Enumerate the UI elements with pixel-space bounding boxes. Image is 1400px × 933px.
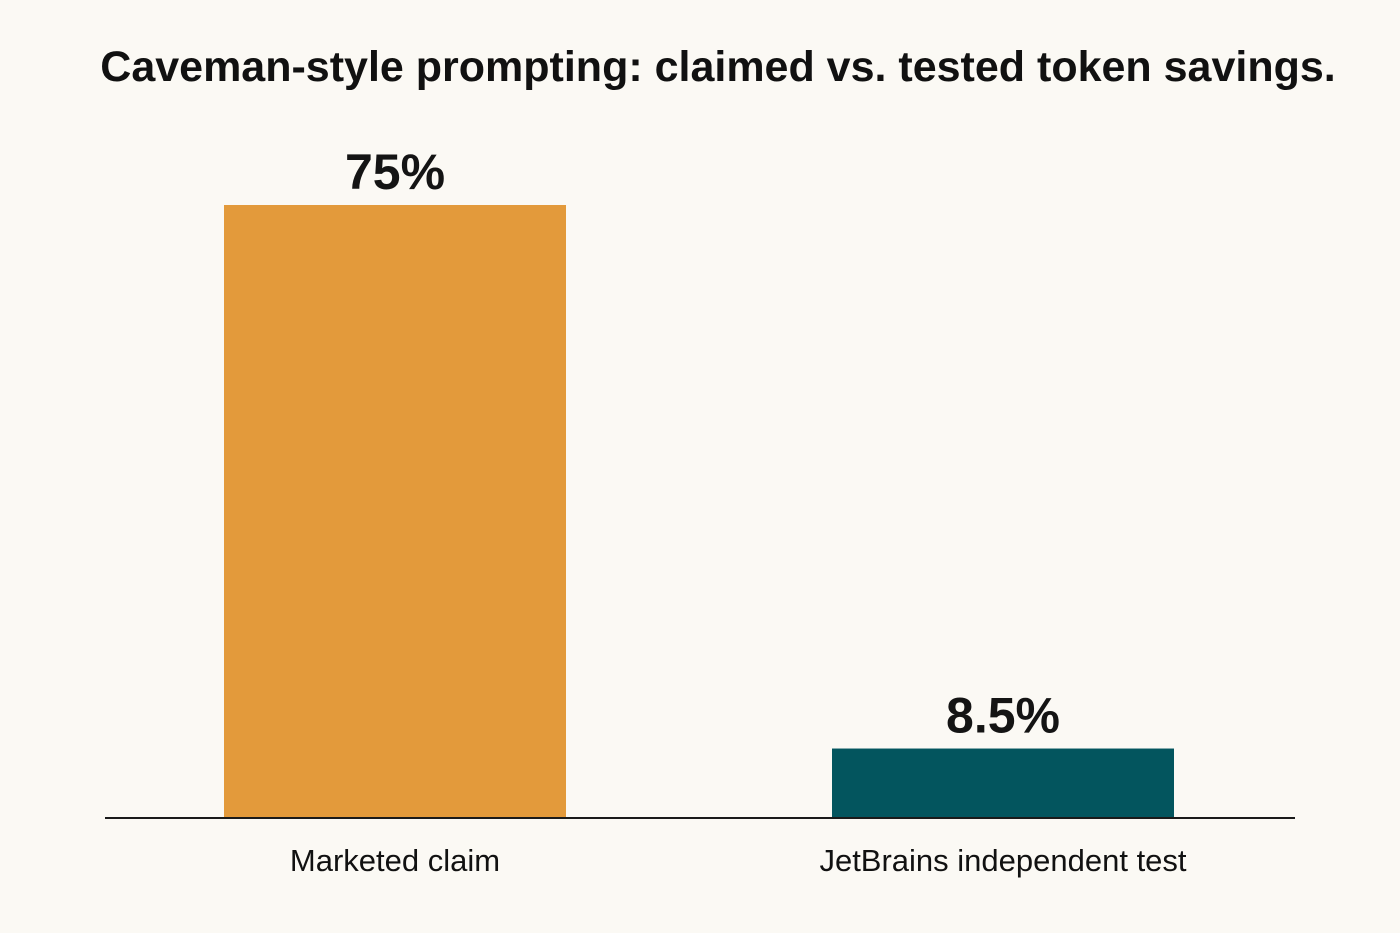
value-label-1: 8.5% bbox=[946, 688, 1060, 744]
category-label-1: JetBrains independent test bbox=[819, 843, 1186, 878]
bar-0 bbox=[224, 205, 566, 818]
bar-1 bbox=[832, 748, 1174, 818]
category-label-0: Marketed claim bbox=[290, 843, 500, 878]
value-label-0: 75% bbox=[345, 144, 445, 200]
labels-layer: 75% Marketed claim 8.5% JetBrains independe… bbox=[290, 144, 1187, 878]
bars-layer bbox=[224, 205, 1174, 818]
chart-title: Caveman-style prompting: claimed vs. tes… bbox=[100, 43, 1335, 91]
